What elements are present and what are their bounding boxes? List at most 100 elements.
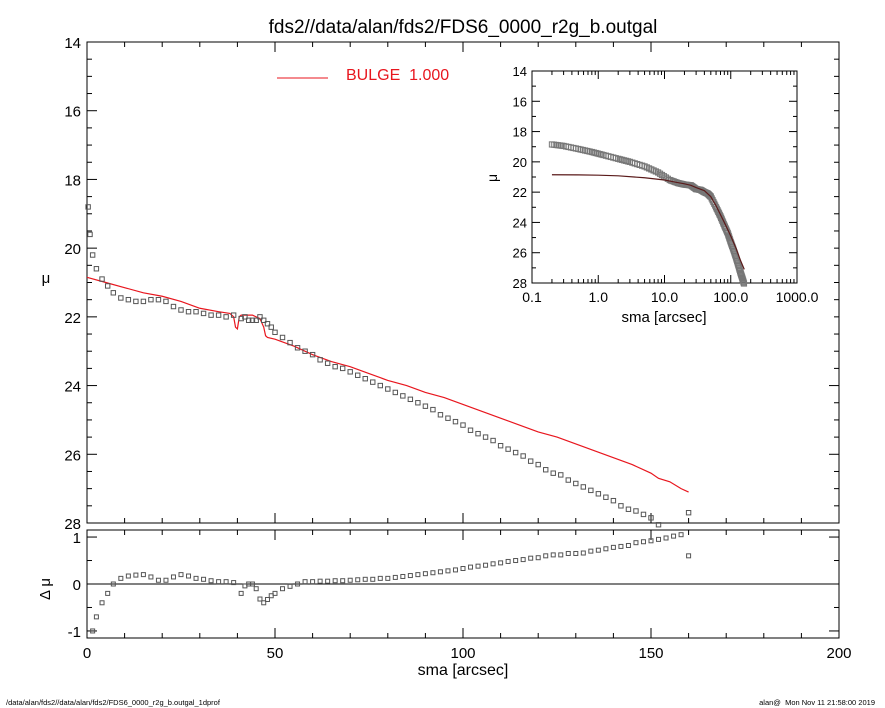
residual-data-point (110, 581, 116, 587)
main-data-point (279, 334, 286, 341)
main-data-point (178, 307, 184, 313)
residual-data-point (238, 590, 244, 596)
main-data-point (415, 400, 421, 406)
main-data-point (118, 295, 124, 301)
x-tick-label: 100 (450, 645, 475, 662)
residual-data-point (155, 577, 161, 583)
main-y-tick-label: 20 (64, 241, 81, 258)
main-data-point (430, 406, 436, 413)
main-data-point (193, 309, 199, 315)
main-data-point (467, 427, 474, 433)
residual-data-point (231, 580, 237, 586)
main-data-point (588, 487, 594, 494)
inset-data-point (598, 151, 605, 158)
residual-data-point (340, 578, 346, 584)
residual-data-point (310, 579, 316, 585)
main-y-tick-label: 26 (64, 447, 81, 464)
main-y-tick-label: 18 (64, 172, 81, 189)
main-data-point (400, 393, 406, 399)
inset-x-tick-label: 1000.0 (776, 289, 819, 305)
main-data-point (85, 204, 91, 210)
residual-data-point (603, 546, 609, 552)
main-data-point (640, 511, 647, 518)
residual-data-point (201, 576, 207, 582)
main-data-point (475, 430, 481, 437)
residual-data-point (663, 535, 669, 541)
main-data-point (392, 389, 399, 396)
residual-data-point (625, 542, 631, 548)
residual-data-point (385, 575, 391, 581)
residual-data-point (483, 562, 489, 568)
residual-data-point (648, 538, 654, 544)
inset-data-point (618, 156, 626, 163)
residual-data-point (610, 544, 616, 550)
main-data-point (230, 312, 237, 318)
main-data-point (558, 472, 564, 478)
inset-data-point (740, 280, 748, 287)
main-data-point (200, 310, 207, 317)
residual-data-point (223, 579, 229, 585)
residual-data-point (656, 536, 662, 542)
residual-y-tick-label: -1 (68, 624, 81, 641)
residual-data-point (565, 550, 571, 556)
main-data-point (610, 497, 617, 504)
main-data-point (208, 312, 214, 318)
residual-data-point (392, 574, 398, 580)
main-data-point (347, 369, 353, 375)
residual-data-point (377, 575, 383, 581)
residual-data-point (520, 557, 526, 563)
inset-data-point (594, 150, 601, 157)
main-data-point (185, 309, 192, 315)
inset-y-tick-label: 14 (513, 64, 527, 79)
inset-y-tick-label: 20 (513, 155, 527, 170)
inset-x-tick-label: 10.0 (651, 289, 678, 305)
main-data-point (527, 458, 534, 464)
residual-y-tick-label: 1 (73, 530, 81, 547)
main-data-point (407, 396, 414, 403)
main-data-point (497, 442, 504, 449)
main-data-point (625, 506, 632, 512)
residual-data-point (118, 575, 124, 581)
residual-data-point (528, 555, 534, 561)
residual-data-point (595, 547, 601, 553)
main-data-point (452, 418, 459, 425)
main-data-point (242, 314, 248, 320)
residual-data-point (216, 579, 222, 585)
main-data-point (377, 382, 383, 389)
main-data-point (655, 522, 662, 528)
residual-data-point (686, 553, 692, 559)
residual-data-point (347, 577, 353, 583)
residual-data-point (558, 552, 564, 558)
inset-data-point (622, 157, 630, 164)
residual-data-point (186, 573, 192, 579)
residual-data-point (163, 577, 169, 583)
main-data-point (268, 324, 274, 330)
residual-data-point (362, 576, 368, 582)
main-data-point (422, 403, 429, 409)
main-data-point (550, 470, 556, 476)
main-data-point (163, 298, 169, 305)
main-data-point (110, 290, 117, 296)
main-data-point (460, 422, 466, 428)
residual-data-point (671, 533, 677, 539)
residual-data-point (249, 581, 255, 587)
residual-data-point (105, 590, 111, 596)
residual-data-point (407, 573, 413, 579)
inset-data-point (592, 149, 599, 157)
residual-data-point (505, 558, 511, 564)
main-data-point (385, 386, 391, 392)
residual-data-point (513, 558, 519, 564)
main-data-point (302, 348, 308, 354)
residual-data-point (170, 574, 176, 580)
main-panel: 14 16 18 20 22 24 26 28 μ BULGE 1.000 (42, 35, 840, 533)
inset-background (504, 58, 834, 323)
residual-data-point (633, 540, 639, 546)
residual-data-point (125, 573, 131, 579)
residual-data-point (543, 553, 549, 559)
main-data-point (618, 503, 624, 509)
residual-data-point (90, 628, 96, 634)
inset-data-point (615, 155, 622, 162)
x-tick-label: 50 (267, 645, 284, 662)
main-data-point (87, 231, 93, 238)
residual-data-point (140, 572, 146, 578)
